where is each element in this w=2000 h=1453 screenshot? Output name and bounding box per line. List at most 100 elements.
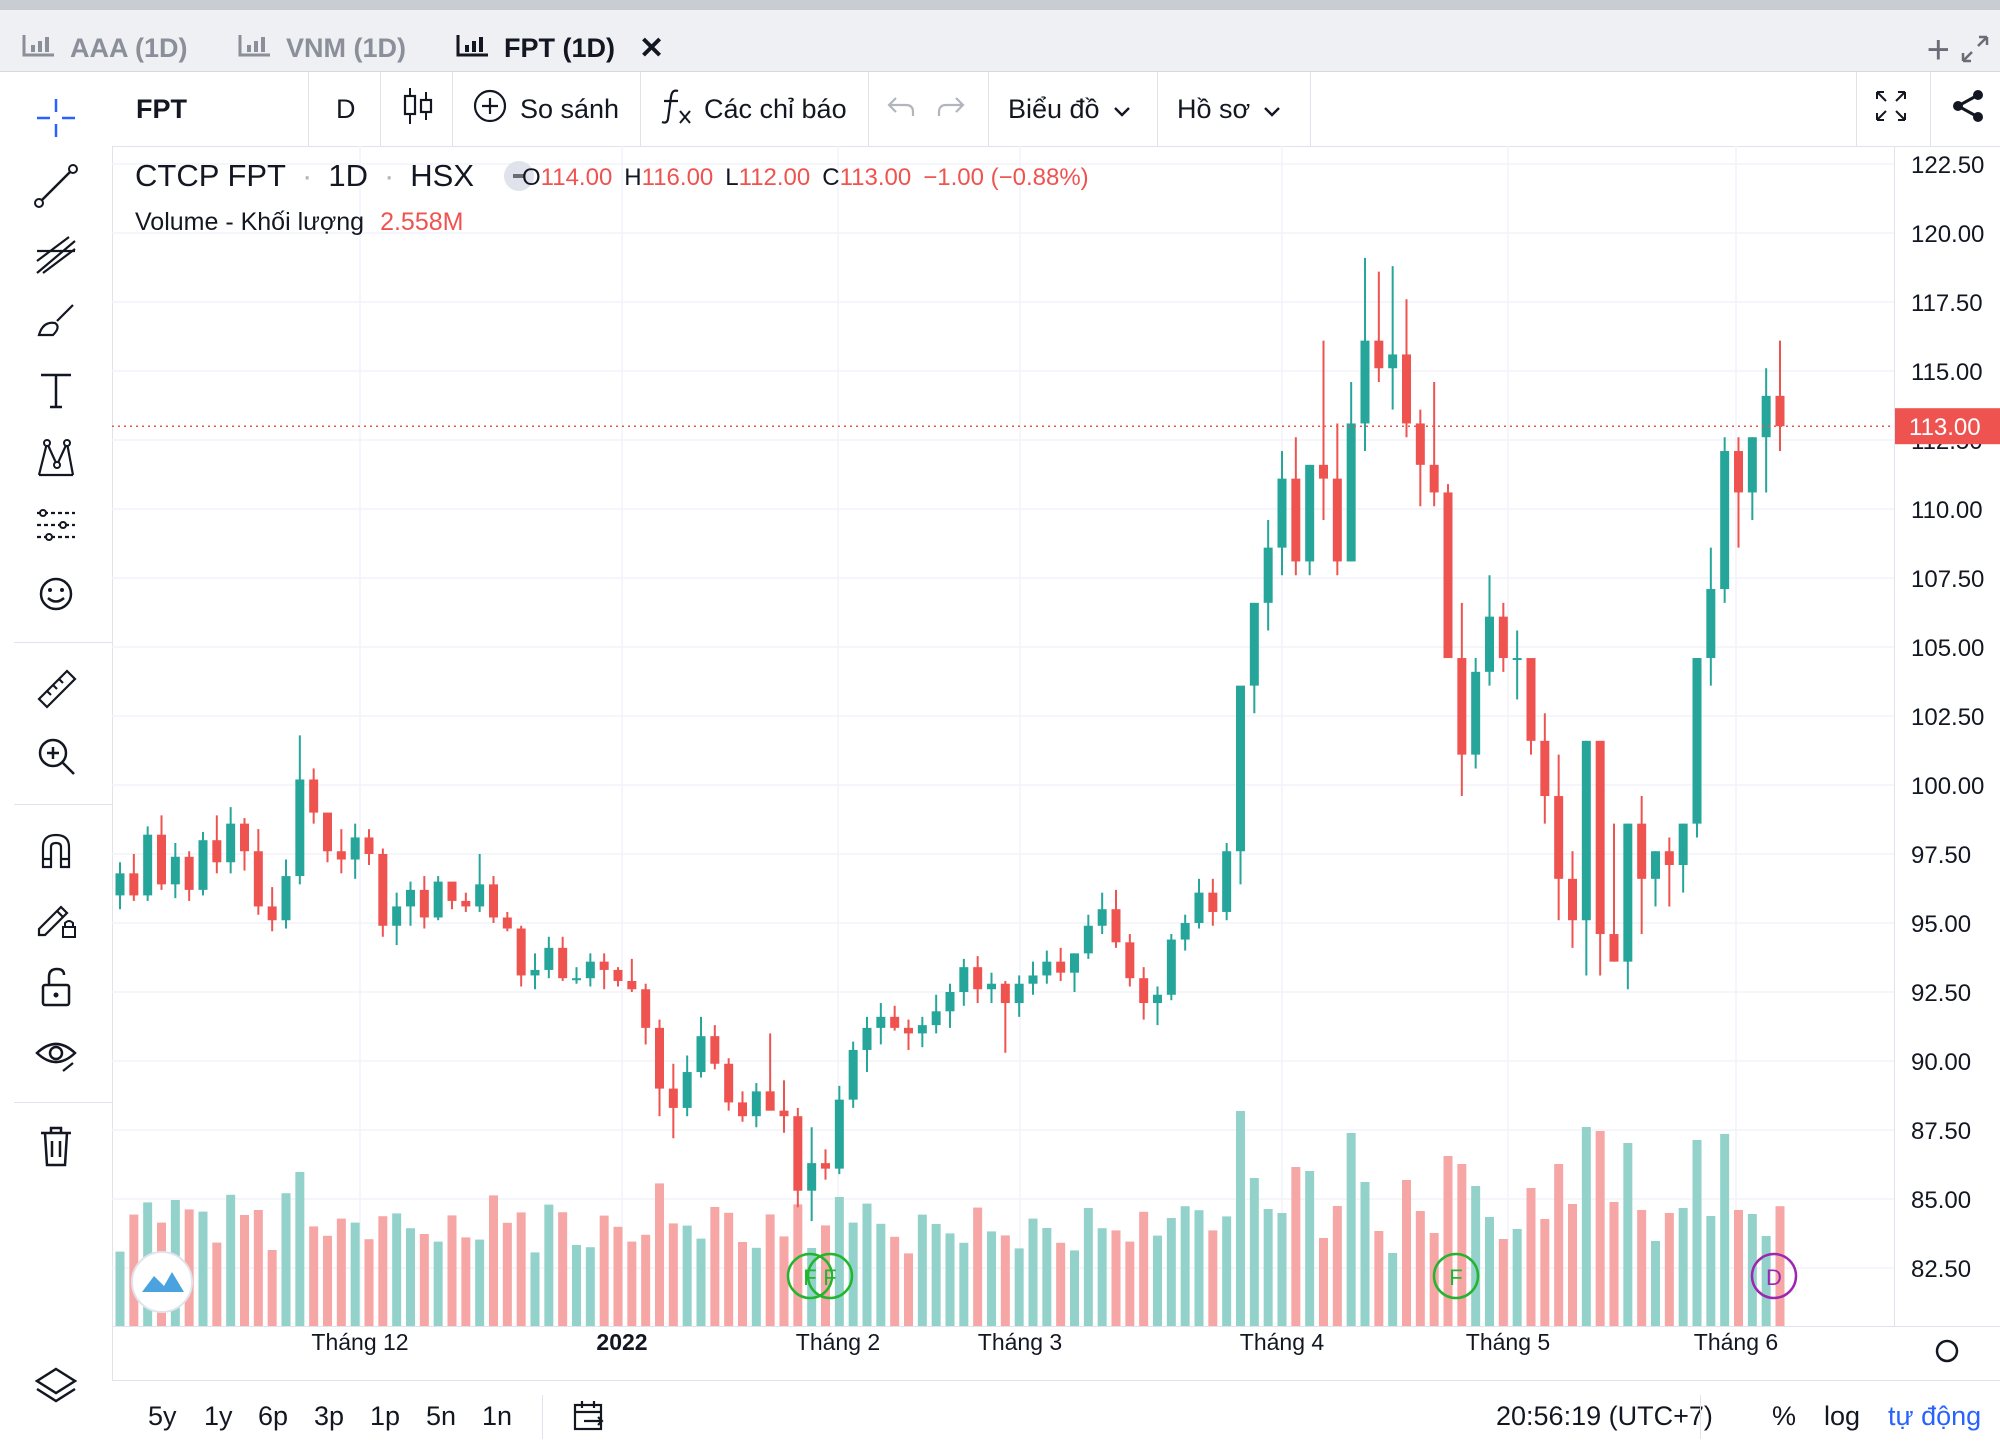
text-icon[interactable] — [32, 366, 80, 414]
candle-body — [1402, 354, 1411, 424]
event-marker-label: D — [1766, 1265, 1782, 1290]
volume-bar — [406, 1228, 415, 1326]
expand-icon[interactable] — [1960, 34, 1990, 64]
pitchfork-icon[interactable] — [32, 230, 80, 278]
volume-bar — [1305, 1171, 1315, 1326]
volume-bar — [461, 1237, 471, 1326]
volume-bar — [1166, 1218, 1176, 1326]
tab-fpt[interactable]: FPT (1D) ✕ — [441, 24, 673, 78]
range-5y[interactable]: 5y — [148, 1401, 177, 1431]
compare-button[interactable]: So sánh — [472, 72, 619, 146]
time-tick-label: Tháng 4 — [1240, 1329, 1325, 1355]
tab-vnm[interactable]: VNM (1D) — [238, 24, 406, 72]
event-marker[interactable] — [786, 1252, 834, 1300]
emoji-icon[interactable] — [32, 570, 80, 618]
volume-bar — [364, 1239, 374, 1326]
price-chart[interactable]: Tháng 12 2022 Tháng 2 Tháng 3 Tháng 4 Tháng 5… — [112, 146, 1894, 1366]
candle-body — [945, 992, 955, 1012]
volume-bar — [212, 1242, 222, 1326]
trash-icon[interactable] — [32, 1122, 80, 1170]
candle-body — [1000, 983, 1010, 1004]
chevron-down-icon — [1112, 94, 1132, 125]
range-1m[interactable]: 1p — [370, 1401, 401, 1431]
range-1d[interactable]: 1n — [482, 1401, 513, 1431]
candle-body — [447, 881, 457, 901]
volume-bar — [516, 1212, 526, 1326]
price-tick-label: 100.00 — [1911, 773, 1984, 800]
volume-bar — [1706, 1216, 1716, 1326]
range-6m[interactable]: 6p — [258, 1401, 289, 1431]
symbol-search[interactable]: FPT — [136, 72, 187, 146]
price-axis[interactable]: 122.50120.00117.50115.00112.50110.00107.… — [1894, 146, 2000, 1363]
event-marker[interactable] — [1750, 1252, 1798, 1300]
add-tab-icon[interactable]: + — [1926, 28, 1950, 72]
brush-icon[interactable] — [32, 298, 80, 346]
candle-body — [1208, 892, 1218, 912]
symbol-legend: CTCP FPT · 1D · HSX — [135, 158, 535, 194]
clock-time[interactable]: 20:56:19 (UTC+7) — [1496, 1401, 1713, 1431]
redo-button[interactable] — [936, 72, 966, 146]
volume-bar — [1485, 1217, 1494, 1326]
log-toggle[interactable]: log — [1824, 1401, 1861, 1431]
range-5d[interactable]: 5n — [426, 1401, 457, 1431]
crosshair-icon[interactable] — [32, 94, 80, 142]
chart-style-button[interactable] — [402, 72, 434, 146]
price-tick-label: 95.00 — [1911, 911, 1971, 938]
share-button[interactable] — [1950, 72, 1986, 146]
candle-body — [475, 884, 485, 907]
interval-button[interactable]: D — [336, 72, 356, 146]
profile-menu-dropdown[interactable]: Hồ sơ — [1177, 72, 1282, 146]
layers-icon[interactable] — [32, 1362, 80, 1410]
unlock-icon[interactable] — [32, 962, 80, 1010]
candle-body — [668, 1088, 678, 1108]
volume-bar — [1153, 1235, 1162, 1326]
trend-line-icon[interactable] — [32, 162, 80, 210]
compare-label: So sánh — [520, 93, 620, 124]
event-marker[interactable] — [1432, 1252, 1480, 1300]
candle-body — [751, 1091, 761, 1117]
indicators-button[interactable]: Các chỉ báo — [660, 72, 847, 146]
candle-body — [1775, 395, 1785, 427]
candle-body — [530, 969, 540, 976]
candle-body — [1595, 740, 1605, 935]
event-marker[interactable] — [806, 1252, 854, 1300]
pattern-icon[interactable] — [32, 434, 80, 482]
collapse-icon[interactable] — [504, 161, 535, 191]
volume-bar — [1097, 1228, 1107, 1326]
chart-menu-dropdown[interactable]: Biểu đồ — [1008, 72, 1132, 146]
zoom-in-icon[interactable] — [32, 732, 80, 780]
candle-body — [309, 779, 319, 813]
candle-body — [1028, 975, 1038, 984]
magnet-icon[interactable] — [32, 826, 80, 874]
fullscreen-button[interactable] — [1874, 72, 1908, 146]
lock-drawing-icon[interactable] — [32, 894, 80, 942]
candle-body — [1678, 823, 1688, 866]
time-tick-label: Tháng 2 — [796, 1329, 880, 1355]
candle-body — [489, 884, 498, 918]
candle-body — [641, 989, 651, 1028]
candle-body — [558, 947, 568, 979]
volume-bar — [987, 1231, 996, 1326]
goto-date-icon[interactable] — [572, 1399, 606, 1438]
eye-icon[interactable] — [32, 1030, 80, 1078]
undo-button[interactable] — [886, 72, 916, 146]
volume-bar — [558, 1212, 568, 1326]
ruler-icon[interactable] — [32, 664, 80, 712]
tab-aaa[interactable]: AAA (1D) — [22, 24, 188, 72]
volume-bar — [1775, 1206, 1785, 1326]
volume-bar — [1111, 1230, 1121, 1326]
price-tick-label: 122.50 — [1911, 152, 1984, 179]
close-icon[interactable]: ✕ — [639, 31, 665, 65]
candle-body — [724, 1063, 734, 1103]
auto-scale-toggle[interactable]: tự động — [1888, 1401, 1982, 1431]
range-1y[interactable]: 1y — [204, 1401, 233, 1431]
chart-pane[interactable]: Tháng 12 2022 Tháng 2 Tháng 3 Tháng 4 Tháng 5… — [112, 146, 1894, 1355]
candle-body — [1443, 492, 1453, 659]
volume-bar — [350, 1222, 360, 1326]
percent-toggle[interactable]: % — [1772, 1401, 1797, 1431]
prediction-icon[interactable] — [32, 502, 80, 550]
candle-body — [1014, 983, 1024, 1004]
range-3m[interactable]: 3p — [314, 1401, 345, 1431]
settings-icon[interactable] — [1935, 1339, 1959, 1363]
volume-bar — [751, 1247, 761, 1326]
